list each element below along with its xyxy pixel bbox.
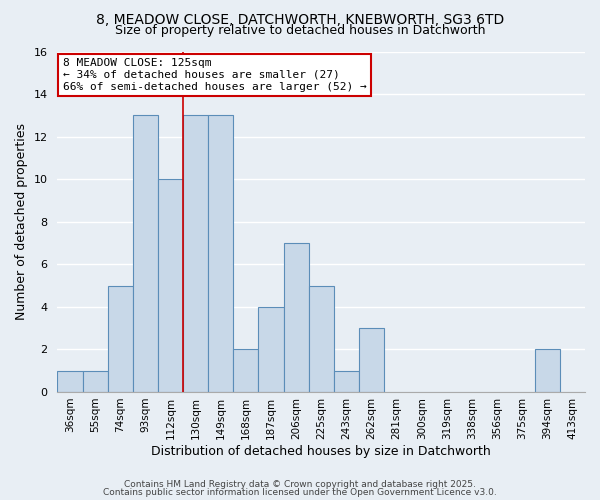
Bar — [259, 307, 284, 392]
Bar — [107, 286, 133, 392]
Bar — [58, 370, 83, 392]
Bar — [83, 370, 107, 392]
Text: Contains public sector information licensed under the Open Government Licence v3: Contains public sector information licen… — [103, 488, 497, 497]
Text: 8, MEADOW CLOSE, DATCHWORTH, KNEBWORTH, SG3 6TD: 8, MEADOW CLOSE, DATCHWORTH, KNEBWORTH, … — [96, 12, 504, 26]
Text: Contains HM Land Registry data © Crown copyright and database right 2025.: Contains HM Land Registry data © Crown c… — [124, 480, 476, 489]
X-axis label: Distribution of detached houses by size in Datchworth: Distribution of detached houses by size … — [151, 444, 491, 458]
Bar — [535, 350, 560, 392]
Bar — [208, 116, 233, 392]
Y-axis label: Number of detached properties: Number of detached properties — [15, 123, 28, 320]
Bar — [308, 286, 334, 392]
Bar — [233, 350, 259, 392]
Bar — [158, 179, 183, 392]
Text: Size of property relative to detached houses in Datchworth: Size of property relative to detached ho… — [115, 24, 485, 37]
Bar — [284, 243, 308, 392]
Text: 8 MEADOW CLOSE: 125sqm
← 34% of detached houses are smaller (27)
66% of semi-det: 8 MEADOW CLOSE: 125sqm ← 34% of detached… — [62, 58, 367, 92]
Bar — [133, 116, 158, 392]
Bar — [334, 370, 359, 392]
Bar — [359, 328, 384, 392]
Bar — [183, 116, 208, 392]
